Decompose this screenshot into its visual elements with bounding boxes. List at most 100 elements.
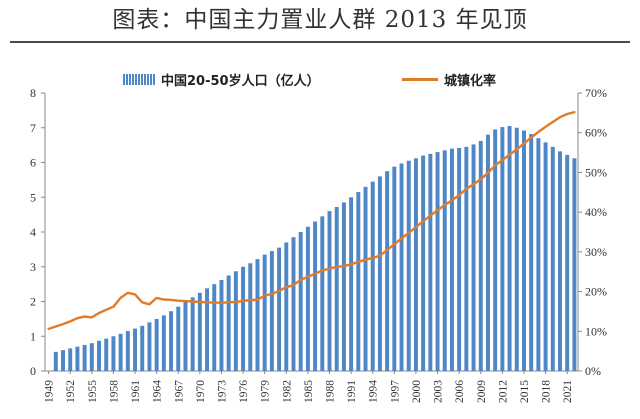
bar [406,160,411,371]
urbanization-line [47,110,576,331]
right-axis-tick-label: 40% [585,205,607,219]
bar [226,275,231,371]
x-axis-tick-label: 2015 [519,380,531,403]
bar [478,140,483,371]
bar [313,221,318,371]
legend-swatch-bars [123,74,155,85]
legend: 中国20-50岁人口（亿人） 城镇化率 [0,68,640,92]
bar [68,348,73,371]
bar [543,142,548,371]
bar [255,259,260,371]
bar [421,155,426,371]
x-axis-tick-label: 2003 [433,380,445,403]
left-axis-tick-label: 5 [30,190,36,204]
bar [111,336,116,371]
x-axis-tick-label: 1967 [173,380,185,403]
bar [457,147,462,371]
bar [536,138,541,371]
bar [485,134,490,371]
bar [320,216,325,371]
chart-title: 图表：中国主力置业人群 2013 年见顶 [112,7,528,33]
right-axis-tick-label: 10% [585,324,607,338]
x-axis-tick-label: 2018 [541,380,553,403]
bar [392,166,397,371]
x-axis-tick-label: 1961 [130,380,142,403]
bar [298,232,303,371]
bar [212,284,217,371]
legend-label-urbanization: 城镇化率 [444,74,497,89]
right-axis-tick-label: 50% [585,165,607,179]
bar [572,158,577,371]
bar [183,301,188,371]
x-axis-tick-label: 1949 [44,380,56,403]
bar [291,237,296,371]
x-axis-tick-label: 1979 [260,380,272,403]
right-axis-tick-label: 70% [585,86,607,100]
bar [428,153,433,371]
bar [284,242,289,371]
legend-swatch-line [402,78,438,81]
x-axis-tick-label: 1970 [195,380,207,403]
bar [140,325,145,371]
x-axis-tick-label: 1973 [216,380,228,403]
left-axis-tick-label: 3 [30,260,36,274]
bar [341,202,346,371]
left-axis-tick-label: 6 [30,156,36,170]
bar [269,251,274,371]
bar [82,344,87,371]
bar [176,306,181,371]
bar [125,331,130,371]
bar [529,134,534,371]
x-axis-tick-label: 2009 [476,380,488,403]
left-axis-tick-label: 1 [30,329,36,343]
x-axis-tick-label: 1976 [238,380,250,403]
bar [89,343,94,371]
bar [197,292,202,371]
x-axis-tick-label: 1958 [108,380,120,403]
left-axis-tick-label: 2 [30,295,36,309]
bar [190,297,195,371]
bar [75,346,80,371]
bar [262,254,267,371]
bar [97,340,102,371]
left-axis-tick-label: 0 [30,364,36,378]
left-axis-tick-label: 7 [30,121,36,135]
bar [558,151,562,371]
bar [399,163,404,371]
bar [413,158,418,371]
bar [53,351,58,371]
x-axis-tick-label: 2000 [411,380,423,403]
bar [161,315,166,371]
bar [514,127,519,371]
bar [435,152,440,371]
left-axis-tick-label: 8 [30,86,36,100]
bar [219,279,224,371]
bar [385,171,390,371]
left-axis-tick-label: 4 [30,225,36,239]
bar [521,130,526,371]
bar [464,146,469,371]
legend-label-population: 中国20-50岁人口（亿人） [161,74,320,89]
x-axis-tick-label: 1964 [152,380,164,403]
x-axis-tick-label: 1991 [346,380,358,403]
x-axis-tick-label: 1985 [303,380,315,403]
right-axis-tick-label: 60% [585,126,607,140]
bar [327,211,332,371]
bar [277,247,282,371]
bar [248,263,253,371]
right-axis-tick-label: 20% [585,285,607,299]
x-axis-tick-label: 1952 [65,380,77,403]
x-axis-tick-label: 1982 [281,380,293,403]
bar [449,148,454,371]
bar [305,226,310,371]
legend-item-population: 中国20-50岁人口（亿人） [123,70,320,89]
bar [471,144,476,371]
bar [550,146,555,371]
bar [507,126,512,371]
bar [241,266,246,371]
bar [334,206,339,371]
bar [147,322,152,371]
bar [377,176,382,371]
x-axis-tick-label: 1994 [368,380,380,403]
